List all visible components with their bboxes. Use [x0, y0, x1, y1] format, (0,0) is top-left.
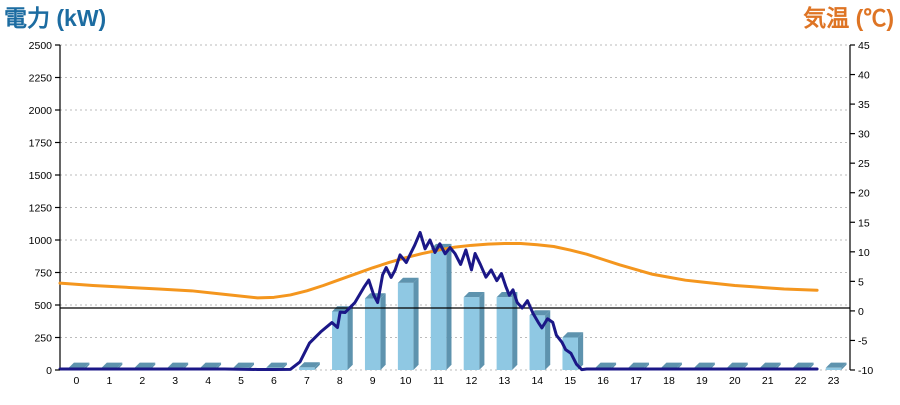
svg-text:45: 45 — [858, 40, 870, 52]
svg-text:10: 10 — [858, 247, 870, 259]
svg-text:14: 14 — [531, 375, 543, 387]
svg-text:25: 25 — [858, 158, 870, 170]
svg-text:-10: -10 — [858, 365, 873, 377]
svg-text:17: 17 — [630, 375, 642, 387]
svg-text:500: 500 — [34, 300, 52, 312]
svg-text:1000: 1000 — [29, 235, 53, 247]
svg-text:40: 40 — [858, 70, 870, 82]
svg-text:15: 15 — [858, 217, 870, 229]
svg-text:15: 15 — [564, 375, 576, 387]
svg-text:2: 2 — [139, 375, 145, 387]
svg-text:23: 23 — [828, 375, 840, 387]
svg-text:18: 18 — [663, 375, 675, 387]
svg-text:20: 20 — [858, 188, 870, 200]
svg-text:35: 35 — [858, 99, 870, 111]
svg-text:8: 8 — [337, 375, 343, 387]
svg-text:0: 0 — [74, 375, 80, 387]
svg-text:2000: 2000 — [29, 105, 53, 117]
svg-text:2500: 2500 — [29, 40, 53, 52]
svg-text:16: 16 — [597, 375, 609, 387]
svg-text:2250: 2250 — [29, 73, 53, 85]
svg-text:気温 (℃): 気温 (℃) — [803, 5, 894, 31]
svg-text:0: 0 — [46, 365, 52, 377]
svg-text:5: 5 — [238, 375, 244, 387]
svg-text:21: 21 — [762, 375, 774, 387]
svg-text:電力 (kW): 電力 (kW) — [4, 5, 106, 31]
svg-text:1: 1 — [106, 375, 112, 387]
svg-text:1750: 1750 — [29, 138, 53, 150]
svg-text:0: 0 — [858, 306, 864, 318]
svg-text:30: 30 — [858, 129, 870, 141]
svg-text:1500: 1500 — [29, 170, 53, 182]
svg-text:11: 11 — [433, 375, 444, 387]
svg-text:7: 7 — [304, 375, 310, 387]
svg-text:12: 12 — [466, 375, 478, 387]
svg-text:6: 6 — [271, 375, 277, 387]
svg-text:9: 9 — [370, 375, 376, 387]
svg-text:20: 20 — [729, 375, 741, 387]
svg-text:3: 3 — [172, 375, 178, 387]
svg-text:250: 250 — [34, 333, 52, 345]
svg-text:10: 10 — [400, 375, 412, 387]
svg-text:750: 750 — [34, 268, 52, 280]
svg-text:1250: 1250 — [29, 203, 53, 215]
svg-text:19: 19 — [696, 375, 708, 387]
svg-text:5: 5 — [858, 276, 864, 288]
svg-text:4: 4 — [205, 375, 211, 387]
svg-text:-5: -5 — [858, 335, 867, 347]
svg-text:13: 13 — [499, 375, 511, 387]
svg-text:22: 22 — [795, 375, 807, 387]
